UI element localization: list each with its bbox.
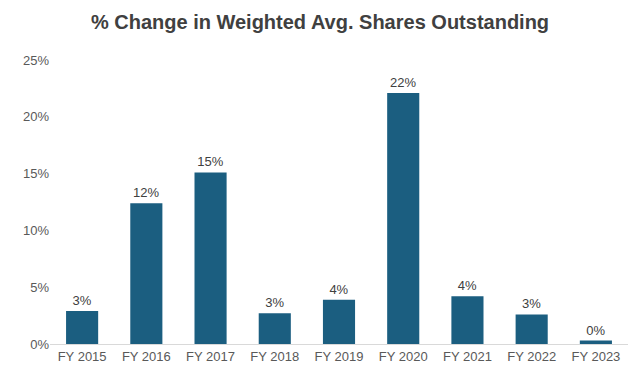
svg-text:4%: 4%	[329, 282, 348, 297]
svg-text:FY 2015: FY 2015	[58, 349, 107, 364]
svg-text:4%: 4%	[458, 278, 477, 293]
svg-text:22%: 22%	[390, 75, 416, 90]
svg-text:FY 2017: FY 2017	[186, 349, 235, 364]
svg-text:FY 2020: FY 2020	[379, 349, 428, 364]
svg-text:0%: 0%	[30, 337, 49, 352]
svg-text:FY 2016: FY 2016	[122, 349, 171, 364]
svg-text:5%: 5%	[30, 280, 49, 295]
svg-text:15%: 15%	[197, 154, 223, 169]
svg-text:20%: 20%	[23, 109, 49, 124]
svg-text:3%: 3%	[522, 296, 541, 311]
svg-text:FY 2018: FY 2018	[250, 349, 299, 364]
svg-text:12%: 12%	[133, 185, 159, 200]
svg-text:FY 2023: FY 2023	[571, 349, 620, 364]
svg-text:FY 2019: FY 2019	[315, 349, 364, 364]
svg-text:FY 2021: FY 2021	[443, 349, 492, 364]
svg-text:3%: 3%	[72, 293, 91, 308]
svg-text:10%: 10%	[23, 223, 49, 238]
svg-text:% Change in Weighted Avg. Shar: % Change in Weighted Avg. Shares Outstan…	[91, 11, 549, 33]
svg-text:25%: 25%	[23, 53, 49, 68]
svg-text:15%: 15%	[23, 166, 49, 181]
svg-text:3%: 3%	[265, 295, 284, 310]
svg-text:0%: 0%	[586, 323, 605, 338]
svg-text:FY 2022: FY 2022	[507, 349, 556, 364]
